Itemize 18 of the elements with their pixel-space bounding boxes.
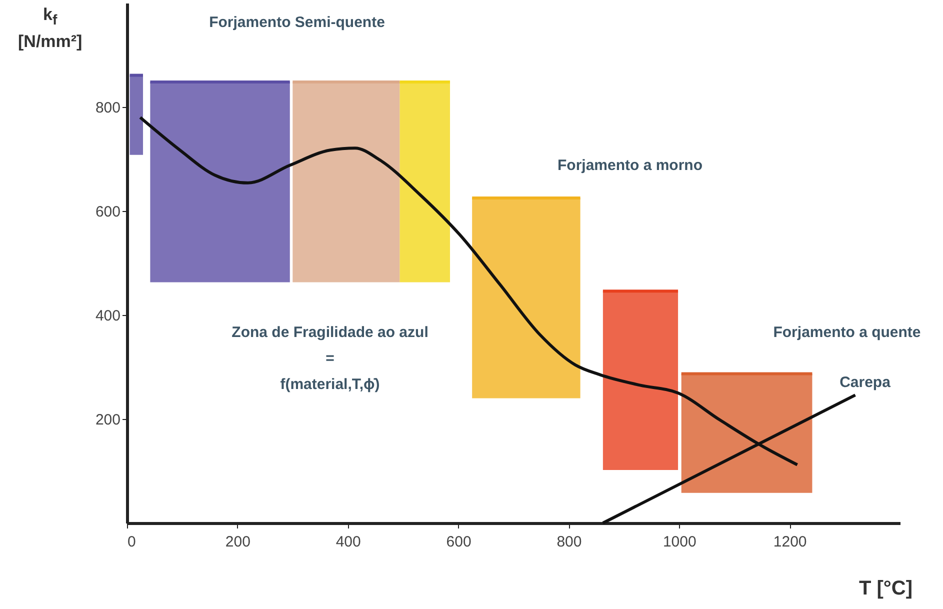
x-tick-label: 0 xyxy=(128,534,136,550)
annotation: Forjamento Semi-quente xyxy=(209,14,385,31)
x-tick-label: 400 xyxy=(336,534,361,550)
annotation: Zona de Fragilidade ao azul = f(material,T,ϕ̇) xyxy=(232,324,428,393)
annotation: Carepa xyxy=(840,374,892,391)
x-tick-label: 800 xyxy=(556,534,582,550)
y-tick-label: 600 xyxy=(95,204,120,220)
y-tick-label: 200 xyxy=(95,412,120,428)
x-tick-label: 1000 xyxy=(662,534,696,550)
y-tick-label: 400 xyxy=(95,308,120,324)
x-axis-title: T [°C] xyxy=(858,578,912,600)
x-tick-label: 1200 xyxy=(773,534,807,550)
annotation: Forjamento a morno xyxy=(557,157,703,174)
x-tick-label: 200 xyxy=(225,534,250,550)
y-tick-label: 800 xyxy=(95,100,120,116)
x-tick-label: 600 xyxy=(446,534,472,550)
annotation: Forjamento a quente xyxy=(773,324,921,341)
y-axis-title: k$_{f}$ [N/mm²] xyxy=(18,4,82,54)
